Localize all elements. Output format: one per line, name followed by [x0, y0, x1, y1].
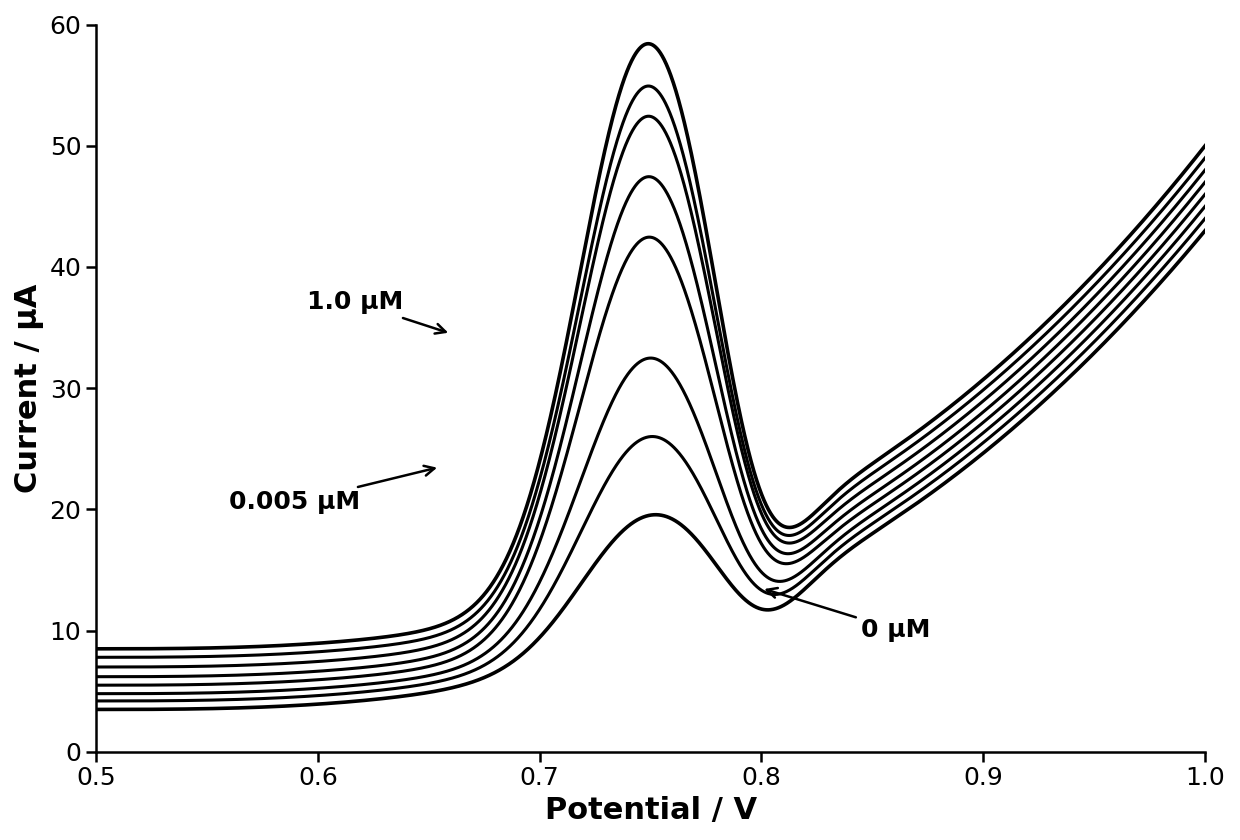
- Text: 0.005 μM: 0.005 μM: [229, 466, 434, 514]
- Y-axis label: Current / μA: Current / μA: [15, 283, 43, 493]
- X-axis label: Potential / V: Potential / V: [544, 796, 756, 825]
- Text: 0 μM: 0 μM: [766, 588, 931, 642]
- Text: 1.0 μM: 1.0 μM: [306, 291, 445, 333]
